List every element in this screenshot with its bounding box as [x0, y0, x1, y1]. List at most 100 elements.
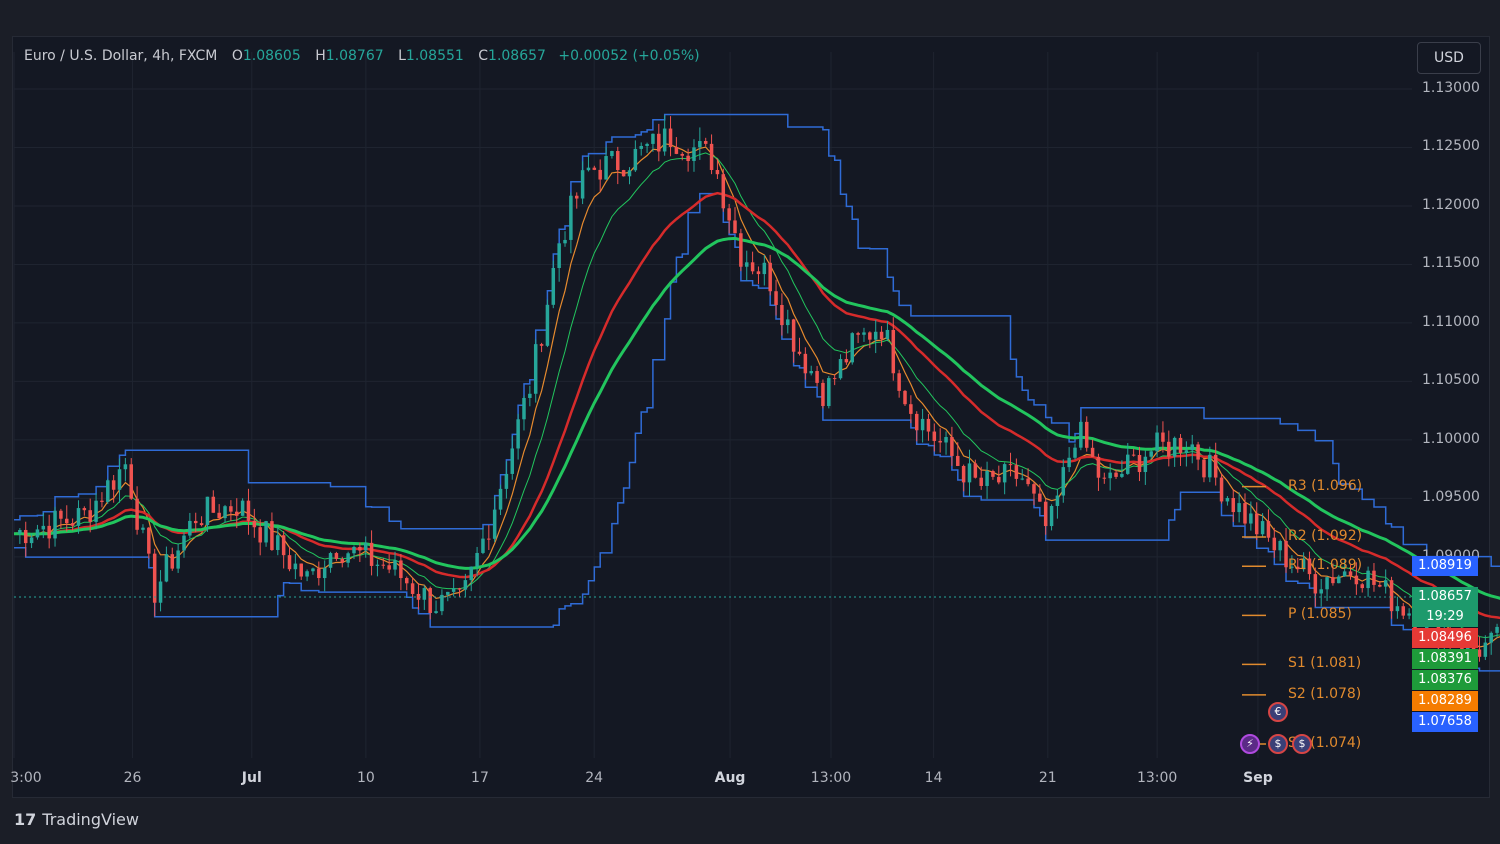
candle-body: [1120, 473, 1124, 477]
candle-body: [117, 469, 122, 490]
candle-body: [492, 509, 497, 539]
candle-body: [1378, 584, 1382, 587]
candle-body: [633, 148, 638, 171]
candle-body: [850, 333, 855, 363]
time-tick-label: 26: [123, 770, 142, 786]
time-tick-label: 17: [471, 770, 489, 786]
candle-body: [1278, 540, 1282, 551]
candle-body: [733, 220, 737, 234]
candle-body: [1260, 521, 1265, 535]
candle-body: [1061, 467, 1066, 496]
candle-body: [305, 571, 309, 577]
candle-body: [1325, 577, 1329, 590]
time-tick-label: Aug: [714, 770, 746, 786]
price-tag-value: 1.08376: [1418, 671, 1472, 687]
price-tag: 1.08919: [1412, 556, 1478, 577]
pivot-label: R1 (1.089): [1288, 557, 1363, 574]
price-tick-label: 1.12500: [1422, 138, 1480, 155]
candle-body: [1038, 493, 1042, 502]
candle-body: [375, 564, 380, 566]
candle-body: [1102, 477, 1107, 479]
tradingview-logo[interactable]: 17 TradingView: [14, 810, 139, 829]
high-value: 1.08767: [325, 48, 384, 64]
candle-body: [1073, 447, 1077, 458]
price-tick-label: 1.11500: [1422, 255, 1480, 272]
candle-body: [1290, 566, 1294, 568]
candle-body: [563, 239, 567, 244]
candle-body: [668, 128, 673, 147]
candle-body: [645, 143, 649, 146]
lightning-event-icon[interactable]: ⚡: [1240, 734, 1260, 754]
time-tick-label: 13:00: [1136, 770, 1178, 786]
candle-body: [276, 535, 280, 551]
candle-body: [1067, 457, 1071, 468]
candle-body: [569, 195, 573, 240]
us-event-icon[interactable]: $: [1292, 734, 1312, 754]
candle-body: [592, 167, 597, 170]
candle-body: [1202, 459, 1206, 478]
price-tag-value: 1.08657: [1418, 588, 1472, 604]
candle-body: [768, 262, 772, 292]
candle-body: [522, 397, 526, 420]
price-tag: 1.08391: [1412, 648, 1478, 669]
candle-body: [680, 153, 685, 156]
candle-body: [1307, 558, 1312, 575]
candle-body: [967, 463, 972, 483]
candle-body: [487, 538, 491, 540]
candle-body: [598, 169, 602, 180]
currency-button[interactable]: USD: [1417, 42, 1481, 74]
candle-body: [1090, 447, 1095, 457]
candle-body: [217, 512, 221, 519]
candle-body: [481, 538, 485, 553]
time-tick-label: 14: [924, 770, 943, 786]
candle-body: [856, 333, 860, 335]
candle-body: [328, 553, 333, 568]
candle-body: [909, 404, 913, 414]
candle-body: [1096, 456, 1101, 478]
candle-body: [744, 262, 749, 267]
candle-body: [1395, 606, 1400, 612]
candle-body: [234, 511, 239, 516]
candle-body: [1026, 478, 1030, 485]
candle-body: [1331, 577, 1335, 584]
candle-body: [1126, 454, 1130, 474]
candle-body: [88, 510, 92, 522]
candle-body: [1155, 432, 1159, 452]
candle-body: [106, 480, 110, 502]
candle-body: [510, 448, 515, 474]
candle-body: [340, 558, 345, 563]
candle-body: [1161, 432, 1165, 442]
candle-body: [258, 527, 262, 543]
candle-body: [475, 552, 479, 567]
candle-body: [1389, 580, 1394, 612]
candle-body: [381, 564, 386, 566]
candle-body: [709, 143, 714, 170]
candle-body: [1237, 503, 1241, 513]
candle-body: [703, 141, 708, 144]
price-tag: 1.07658: [1412, 711, 1478, 732]
candle-body: [47, 525, 51, 539]
candle-body: [287, 555, 292, 570]
candle-body: [539, 344, 544, 346]
candle-body: [862, 332, 866, 335]
candle-body: [985, 470, 989, 486]
candle-body: [1172, 437, 1177, 457]
candle-body: [457, 588, 462, 590]
candle-body: [1219, 477, 1224, 502]
eu-event-icon[interactable]: €: [1268, 702, 1288, 722]
candle-body: [961, 465, 966, 483]
candle-body: [1196, 444, 1200, 460]
brand-name: TradingView: [42, 810, 139, 829]
candle-body: [463, 580, 468, 590]
candle-body: [1014, 465, 1019, 479]
candle-body: [393, 560, 397, 570]
us-event-icon[interactable]: $: [1268, 734, 1288, 754]
candle-body: [786, 319, 790, 326]
candle-body: [240, 500, 245, 516]
bar-countdown: 19:29: [1426, 608, 1464, 624]
candle-body: [1108, 472, 1112, 479]
candle-body: [1032, 484, 1036, 494]
candle-body: [311, 568, 315, 572]
candle-body: [528, 393, 532, 398]
